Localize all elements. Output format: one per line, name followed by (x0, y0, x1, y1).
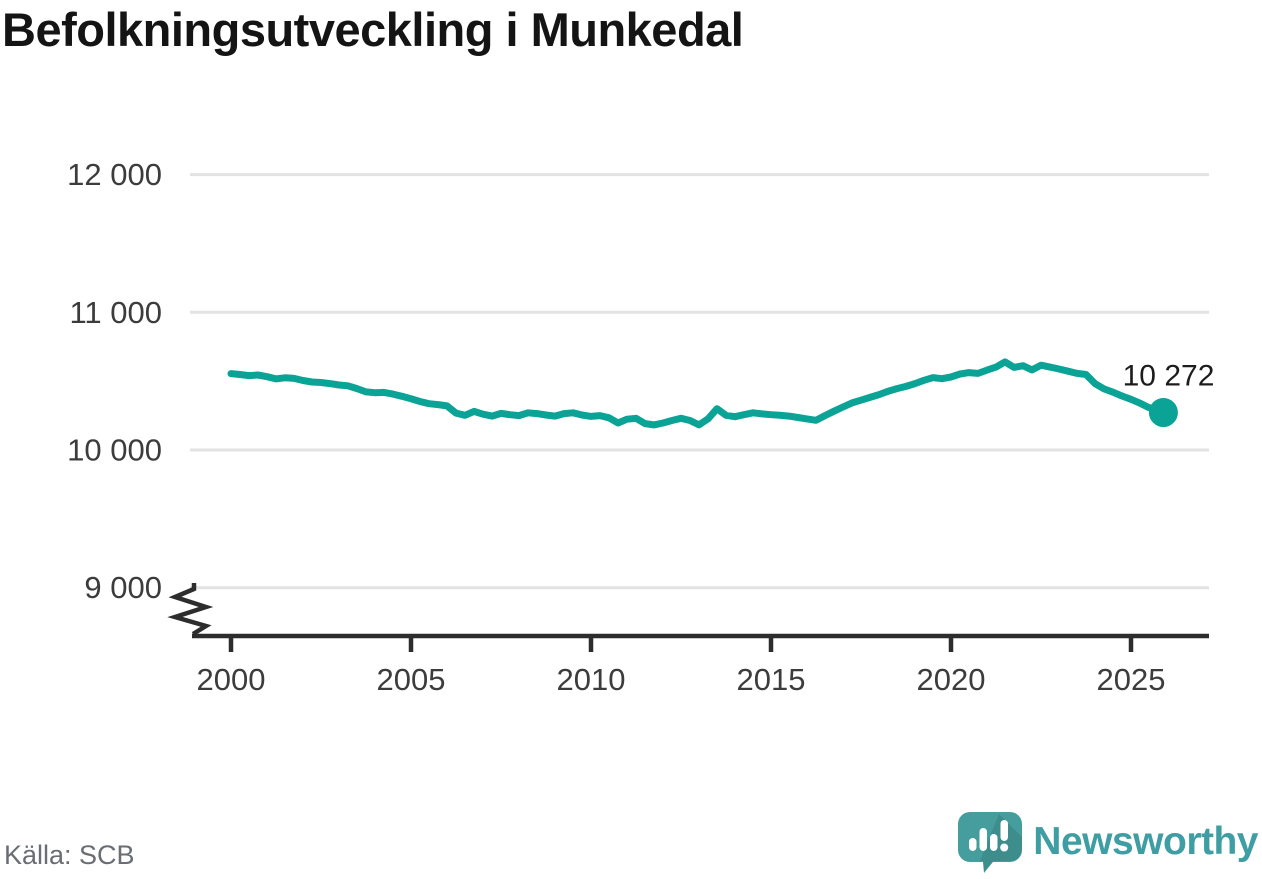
newsworthy-logo-icon (958, 812, 1023, 873)
x-tick-label-2015: 2015 (737, 662, 806, 697)
source-note: Källa: SCB (4, 840, 135, 870)
y-tick-label-9000: 9 000 (84, 570, 162, 605)
y-tick-label-12000: 12 000 (67, 157, 162, 192)
line-chart: 9 000 10 000 11 000 12 000 2000 2005 2010 2015 2… (67, 157, 1215, 697)
chart-title: Befolkningsutveckling i Munkedal (2, 3, 744, 56)
axis-break-icon (167, 583, 214, 636)
end-point-marker (1148, 398, 1178, 428)
x-tick-label-2020: 2020 (917, 662, 986, 697)
x-tick-label-2005: 2005 (377, 662, 446, 697)
end-value-label: 10 272 (1123, 360, 1215, 393)
y-tick-label-10000: 10 000 (67, 433, 162, 468)
brand-wordmark: Newsworthy (1033, 820, 1258, 863)
x-tick-label-2000: 2000 (197, 662, 266, 697)
x-tick-label-2025: 2025 (1097, 662, 1166, 697)
x-tick-label-2010: 2010 (557, 662, 626, 697)
y-tick-label-11000: 11 000 (69, 295, 162, 330)
population-line (227, 358, 1167, 429)
brand-logo: Newsworthy (957, 811, 1258, 873)
